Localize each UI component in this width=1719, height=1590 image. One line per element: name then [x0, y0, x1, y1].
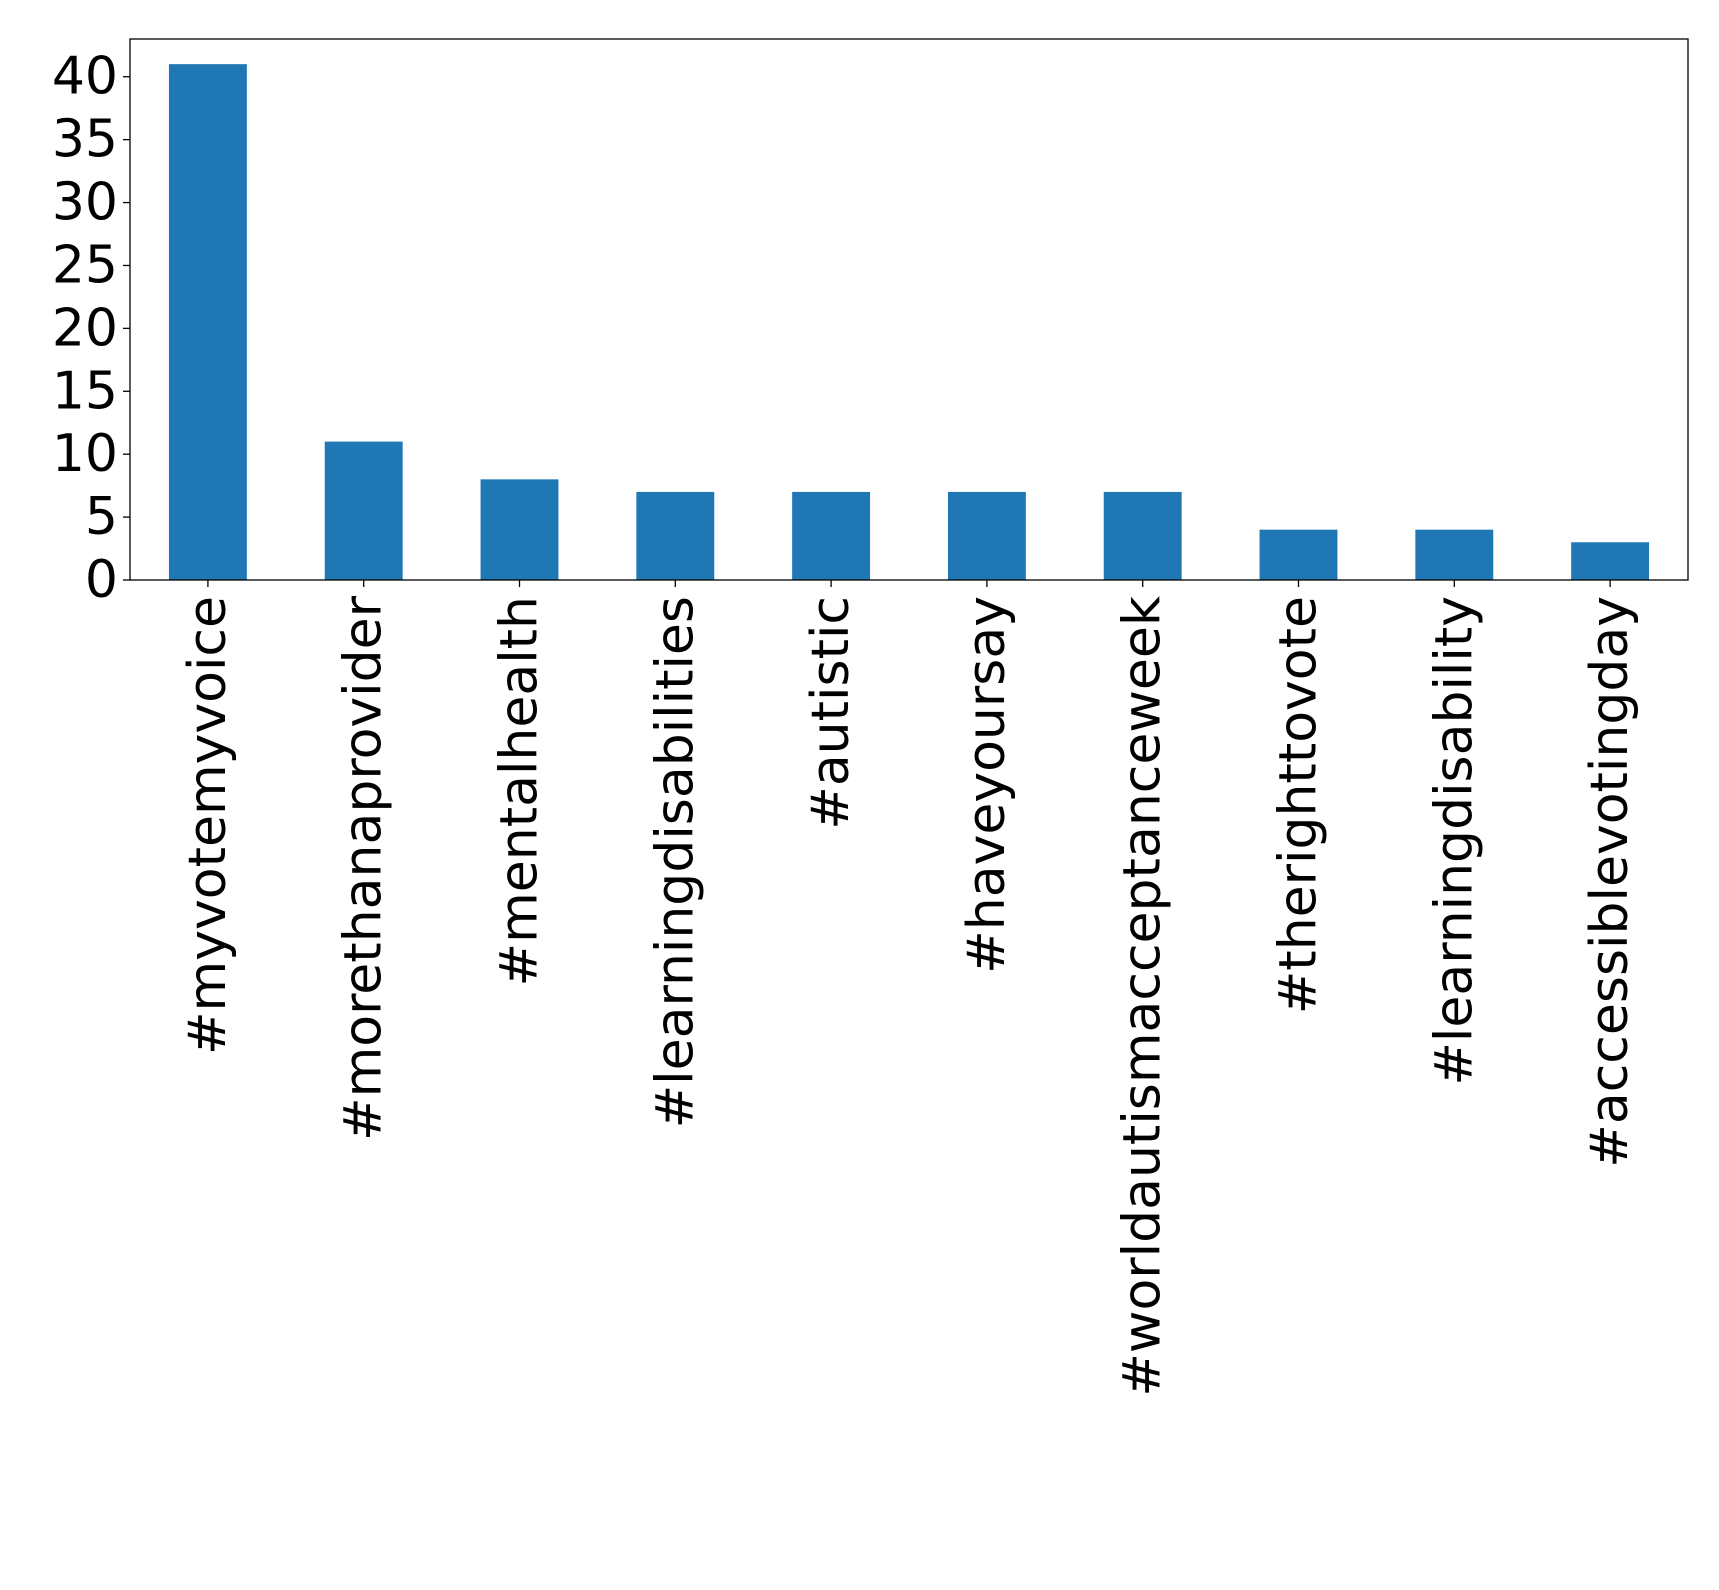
x-axis: #myvotemyvoice #morethanaprovider #mentalh…: [178, 580, 1640, 1397]
y-tick-label: 30: [52, 173, 118, 233]
bar-worldautismacceptanceweek: [1103, 491, 1182, 580]
y-tick-label: 0: [85, 550, 118, 610]
x-tick-label: #haveyoursay: [957, 596, 1017, 974]
bar-myvotemyvoice: [168, 64, 247, 581]
x-tick-label: #therighttovote: [1269, 596, 1329, 1014]
bar-autistic: [792, 491, 871, 580]
bars-layer: [168, 64, 1650, 581]
y-tick-label: 15: [52, 361, 118, 421]
x-tick-label: #myvotemyvoice: [178, 596, 238, 1055]
bar-learningdisabilities: [636, 491, 715, 580]
y-tick-label: 35: [52, 110, 118, 170]
x-tick-label: #morethanaprovider: [334, 595, 394, 1141]
plot-frame: [129, 38, 1689, 581]
x-tick-label: #learningdisability: [1424, 596, 1484, 1086]
x-tick-label: #worldautismacceptanceweek: [1113, 596, 1173, 1397]
x-tick-label: #learningdisabilities: [645, 596, 705, 1128]
y-tick-label: 40: [52, 47, 118, 107]
x-tick-label: #accessiblevotingday: [1580, 596, 1640, 1168]
bar-mentalhealth: [480, 479, 559, 580]
y-tick-label: 20: [52, 298, 118, 358]
x-tick-label: #autistic: [801, 596, 861, 830]
y-tick-label: 25: [52, 235, 118, 295]
bar-learningdisability: [1415, 529, 1494, 580]
bar-therighttovote: [1259, 529, 1338, 580]
bar-morethanaprovider: [324, 441, 403, 580]
y-tick-label: 5: [85, 487, 118, 547]
bar-haveyoursay: [947, 491, 1026, 580]
x-tick-label: #mentalhealth: [490, 596, 550, 986]
bar-accessiblevotingday: [1571, 542, 1650, 580]
y-tick-label: 10: [52, 424, 118, 484]
